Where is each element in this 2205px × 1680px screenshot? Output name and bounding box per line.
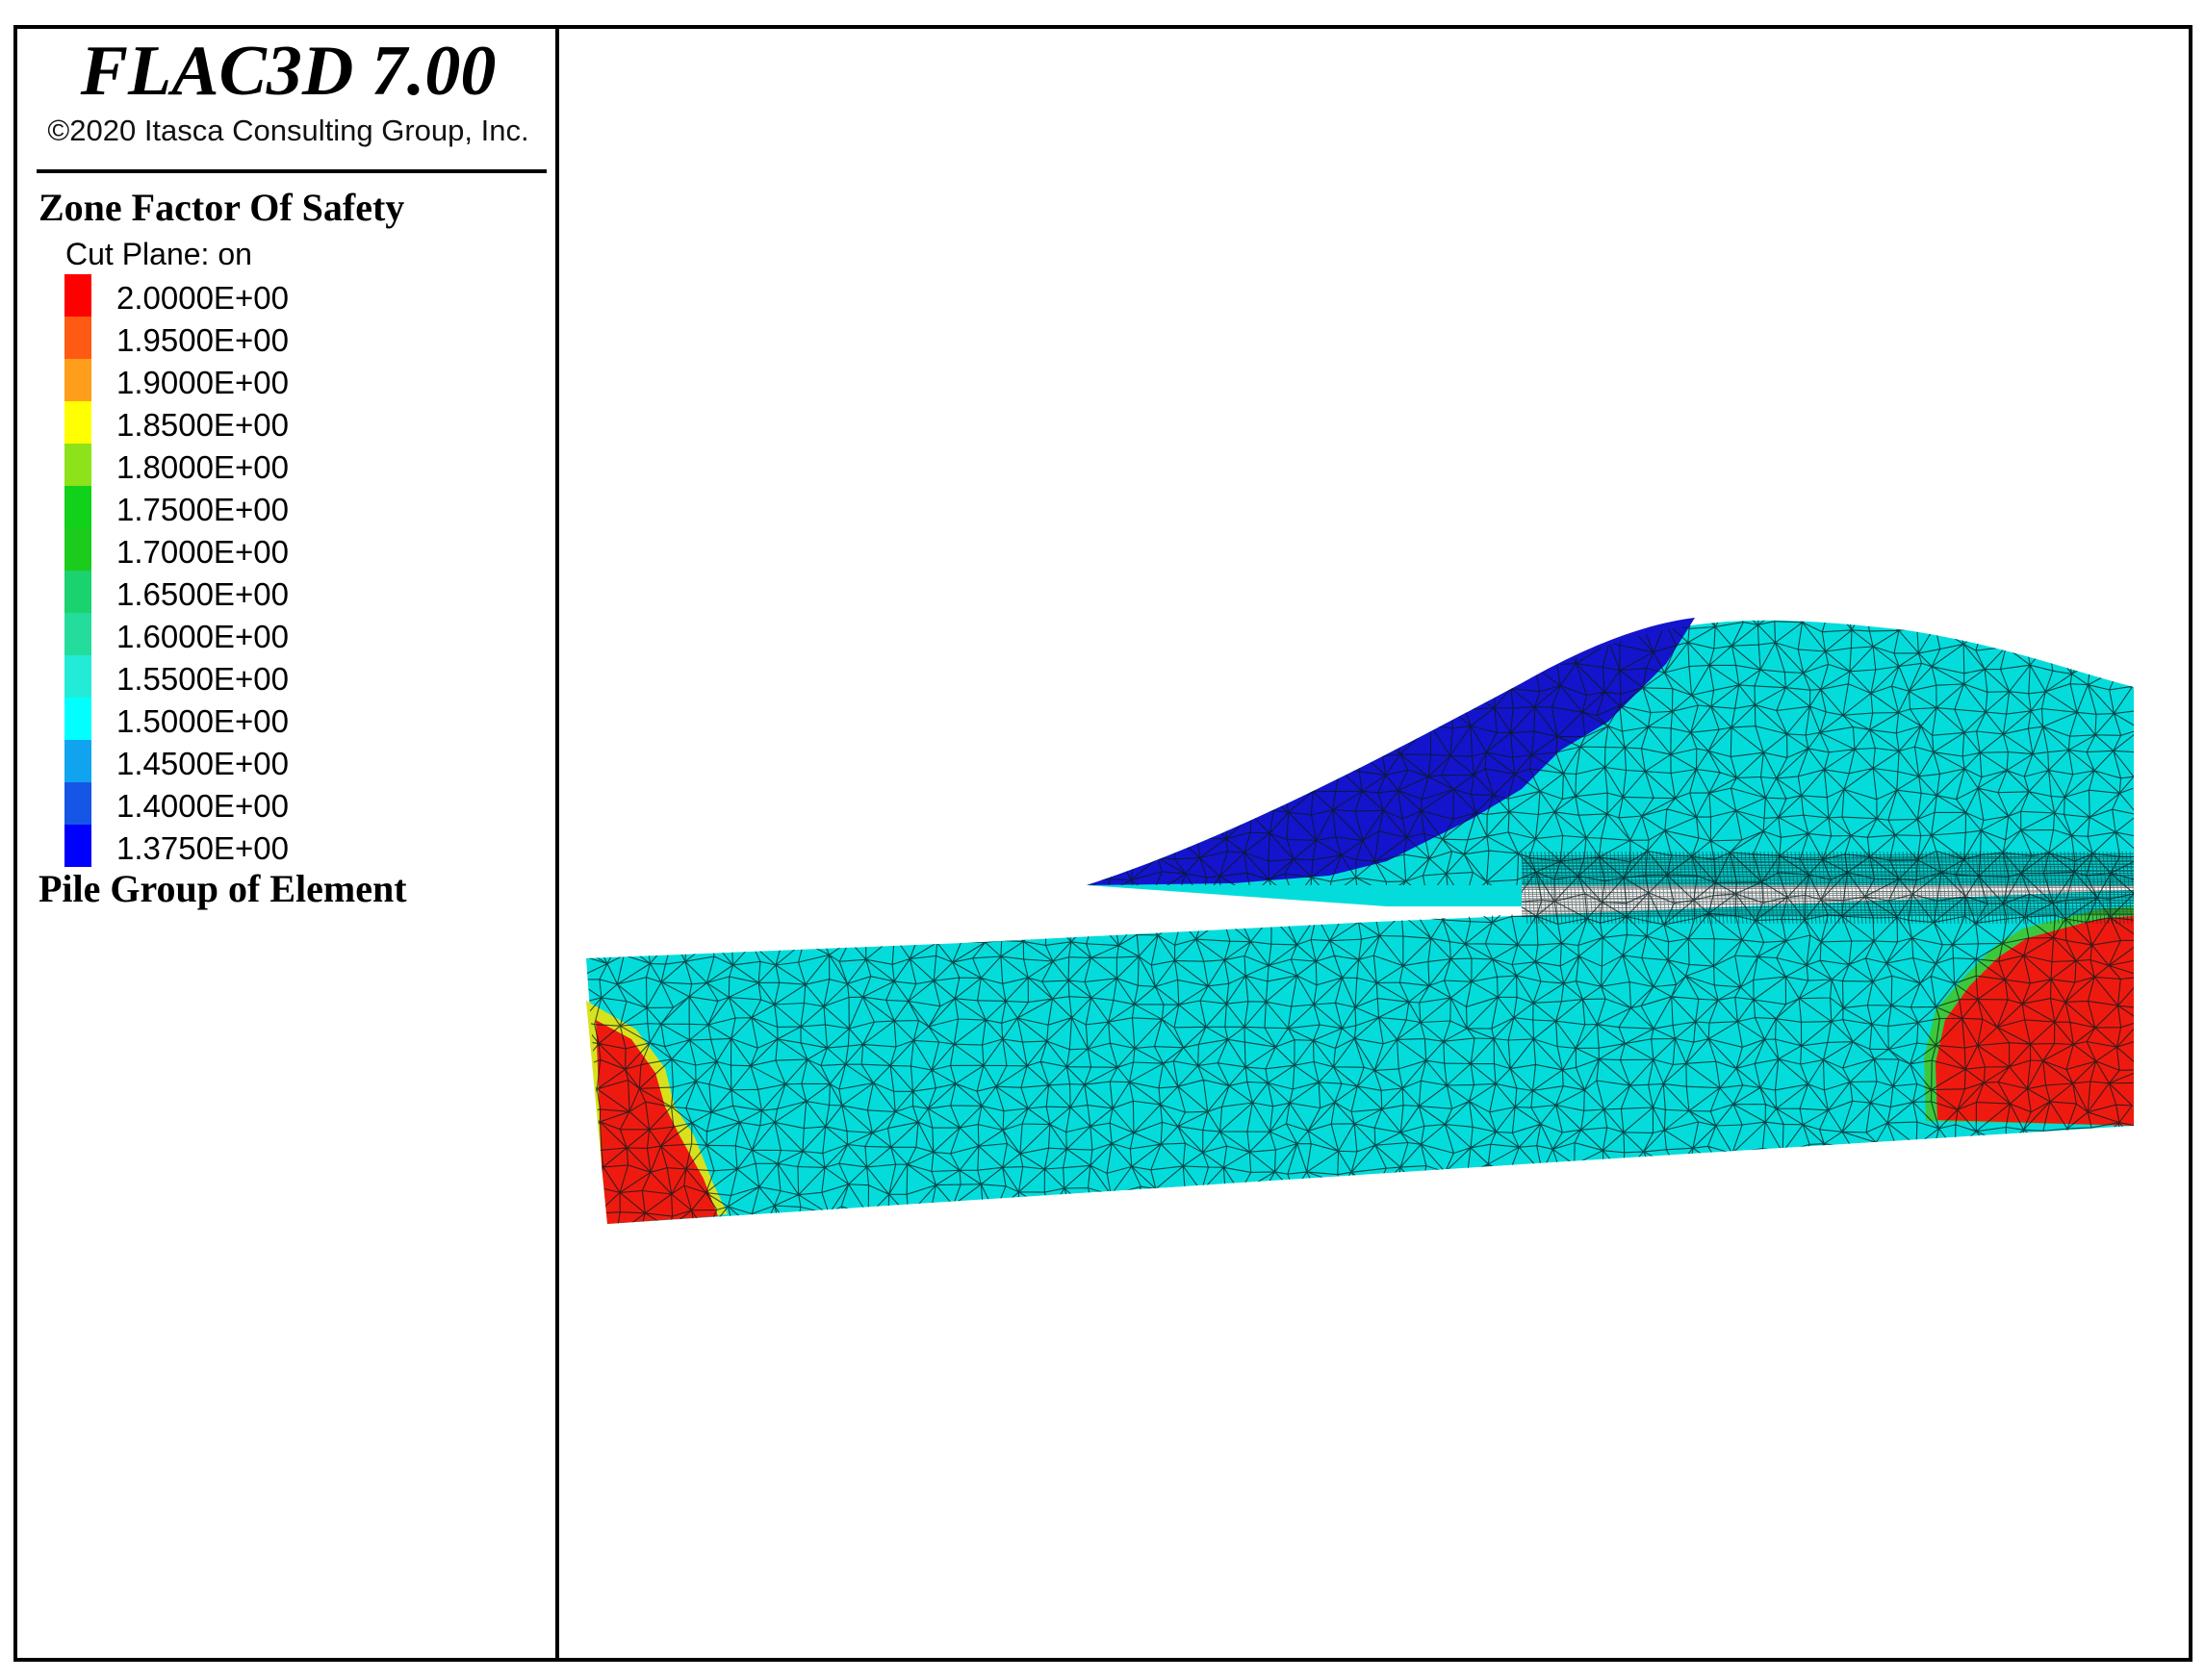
model-canvas[interactable] — [559, 29, 2192, 1658]
legend-label: 1.3750E+00 — [116, 830, 289, 866]
legend-label: 1.9500E+00 — [116, 322, 289, 358]
legend-label: 1.6500E+00 — [116, 576, 289, 612]
legend-label: 2.0000E+00 — [116, 280, 289, 316]
legend-divider — [37, 169, 547, 173]
legend-swatch — [64, 655, 91, 698]
legend-label: 1.6000E+00 — [116, 619, 289, 654]
mesh-refined-band — [1521, 851, 2134, 925]
legend-swatch — [64, 782, 91, 825]
legend-label: 1.7000E+00 — [116, 534, 289, 570]
legend-label: 1.8000E+00 — [116, 449, 289, 485]
legend-label: 1.5500E+00 — [116, 661, 289, 697]
legend-labels: 2.0000E+00 1.9500E+00 1.9000E+00 1.8500E+00… — [116, 277, 289, 870]
legend-swatch — [64, 528, 91, 571]
low-fos-zone — [1087, 618, 1695, 885]
legend-panel: FLAC3D 7.00 ©2020 Itasca Consulting Grou… — [17, 29, 559, 1658]
legend-label: 1.4000E+00 — [116, 788, 289, 824]
plot-frame: FLAC3D 7.00 ©2020 Itasca Consulting Grou… — [13, 25, 2192, 1662]
app-title: FLAC3D 7.00 — [80, 32, 497, 111]
slope-model — [586, 618, 2134, 1224]
legend-swatch — [64, 359, 91, 401]
legend-swatch — [64, 698, 91, 740]
legend-swatch — [64, 444, 91, 486]
legend-label: 1.9000E+00 — [116, 365, 289, 400]
legend-title: Zone Factor Of Safety — [38, 186, 405, 229]
cut-plane-status: Cut Plane: on — [65, 237, 252, 271]
legend-swatch — [64, 825, 91, 867]
legend-swatch — [64, 317, 91, 359]
legend-label: 1.4500E+00 — [116, 746, 289, 781]
legend-label: 1.7500E+00 — [116, 492, 289, 527]
legend-swatch — [64, 401, 91, 444]
legend-label: 1.8500E+00 — [116, 407, 289, 443]
colorbar — [64, 274, 91, 867]
model-viewport[interactable] — [559, 29, 2189, 1658]
copyright-text: ©2020 Itasca Consulting Group, Inc. — [47, 114, 529, 147]
pile-group-title: Pile Group of Element — [38, 867, 407, 910]
legend-label: 1.5000E+00 — [116, 703, 289, 739]
legend-swatch — [64, 274, 91, 317]
legend-swatch — [64, 571, 91, 613]
legend-swatch — [64, 740, 91, 782]
legend-swatch — [64, 613, 91, 655]
legend-swatch — [64, 486, 91, 528]
